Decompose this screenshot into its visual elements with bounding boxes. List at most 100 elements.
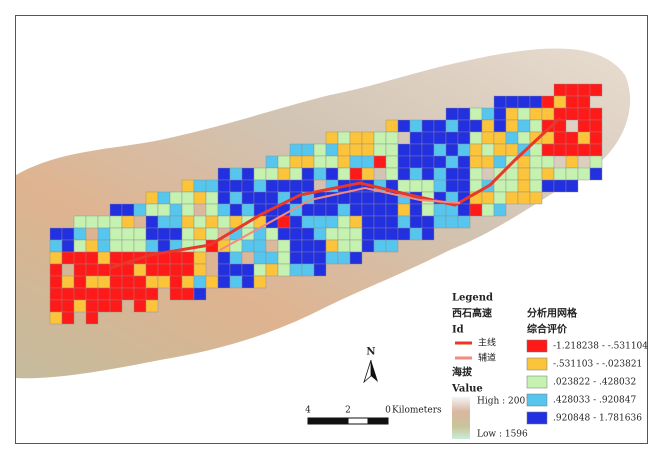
- grid-cell: [553, 179, 567, 193]
- grid-cell: [313, 227, 327, 241]
- grid-cell: [349, 251, 363, 265]
- grid-cell: [397, 155, 411, 169]
- grid-cell: [361, 143, 375, 157]
- grid-cell: [217, 215, 231, 229]
- grid-cell: [313, 251, 327, 265]
- grid-cell: [565, 155, 579, 169]
- grid-cell: [73, 227, 87, 241]
- grid-cell: [397, 203, 411, 217]
- grid-cell: [325, 131, 339, 145]
- grid-cell: [265, 191, 279, 205]
- grid-cell: [541, 155, 555, 169]
- grid-cell: [61, 251, 75, 265]
- grid-cell: [349, 167, 363, 181]
- grid-cell: [217, 179, 231, 193]
- grid-cell: [97, 251, 111, 265]
- grid-cell: [301, 227, 315, 241]
- grid-cell: [253, 251, 267, 265]
- grid-cell: [433, 155, 447, 169]
- grid-cell: [433, 215, 447, 229]
- grid-cell: [241, 275, 255, 289]
- grid-cell: [589, 143, 603, 157]
- grid-cell: [481, 191, 495, 205]
- grid-cell: [577, 83, 591, 97]
- grid-cell: [277, 167, 291, 181]
- grid-cell: [289, 227, 303, 241]
- grid-cell: [457, 167, 471, 181]
- grid-cell: [169, 191, 183, 205]
- grid-cell: [145, 287, 159, 301]
- grid-cell: [385, 143, 399, 157]
- grid-cell: [577, 143, 591, 157]
- grid-cell: [193, 263, 207, 277]
- grid-cell: [313, 263, 327, 277]
- grid-cell: [325, 155, 339, 169]
- grid-cell: [325, 167, 339, 181]
- grid-cell: [589, 119, 603, 133]
- grid-cell: [253, 275, 267, 289]
- grid-cell: [337, 227, 351, 241]
- grid-cell: [133, 239, 147, 253]
- grid-cell: [61, 227, 75, 241]
- grid-cell: [349, 203, 363, 217]
- grid-cell: [409, 143, 423, 157]
- grid-cell: [85, 275, 99, 289]
- grid-cell: [349, 131, 363, 145]
- grid-cell: [277, 239, 291, 253]
- grid-cell: [289, 179, 303, 193]
- grid-cell: [385, 239, 399, 253]
- grid-cell: [73, 299, 87, 313]
- grid-cell: [325, 251, 339, 265]
- north-arrow: N: [363, 347, 378, 384]
- grid-cell: [433, 179, 447, 193]
- grid-cell: [409, 167, 423, 181]
- grid-cell: [433, 203, 447, 217]
- grid-cell: [97, 263, 111, 277]
- grid-cell: [193, 191, 207, 205]
- grid-cell: [241, 179, 255, 193]
- grid-cell: [361, 167, 375, 181]
- layer-name: 西石高速: [452, 307, 492, 320]
- grid-cell: [529, 179, 543, 193]
- scale-label: 2: [345, 406, 351, 416]
- grid-cell: [193, 227, 207, 241]
- grid-cell: [397, 119, 411, 133]
- grid-cell: [349, 215, 363, 229]
- grid-cell: [325, 215, 339, 229]
- grid-cell: [481, 119, 495, 133]
- grid-cell: [301, 251, 315, 265]
- grid-cell: [169, 287, 183, 301]
- grid-cell: [133, 203, 147, 217]
- grid-cell: [361, 203, 375, 217]
- grid-cell: [217, 167, 231, 181]
- grid-cell: [169, 215, 183, 229]
- grid-cell: [445, 131, 459, 145]
- grid-cell: [301, 143, 315, 157]
- grid-cell: [325, 227, 339, 241]
- grid-cell: [493, 95, 507, 109]
- grid-cell: [205, 227, 219, 241]
- grid-cell: [457, 179, 471, 193]
- grid-cell: [421, 155, 435, 169]
- grid-cell: [313, 215, 327, 229]
- grid-cell: [577, 95, 591, 109]
- grid-cell: [529, 95, 543, 109]
- layer-name: 海拔: [452, 366, 473, 379]
- grid-cell: [529, 167, 543, 181]
- grid-cell: [217, 251, 231, 265]
- grid-cell: [169, 275, 183, 289]
- grid-cell: [385, 155, 399, 169]
- grid-cell: [565, 83, 579, 97]
- grid-cell: [49, 311, 63, 325]
- map: [16, 48, 631, 379]
- grid-cell: [493, 143, 507, 157]
- grid-cell: [169, 227, 183, 241]
- grid-cell: [457, 203, 471, 217]
- grid-cell: [73, 275, 87, 289]
- grid-cell: [157, 239, 171, 253]
- legend-swatch: [526, 393, 548, 407]
- grid-cell: [145, 215, 159, 229]
- grid-cell: [97, 287, 111, 301]
- grid-cell: [97, 227, 111, 241]
- grid-cell: [217, 263, 231, 277]
